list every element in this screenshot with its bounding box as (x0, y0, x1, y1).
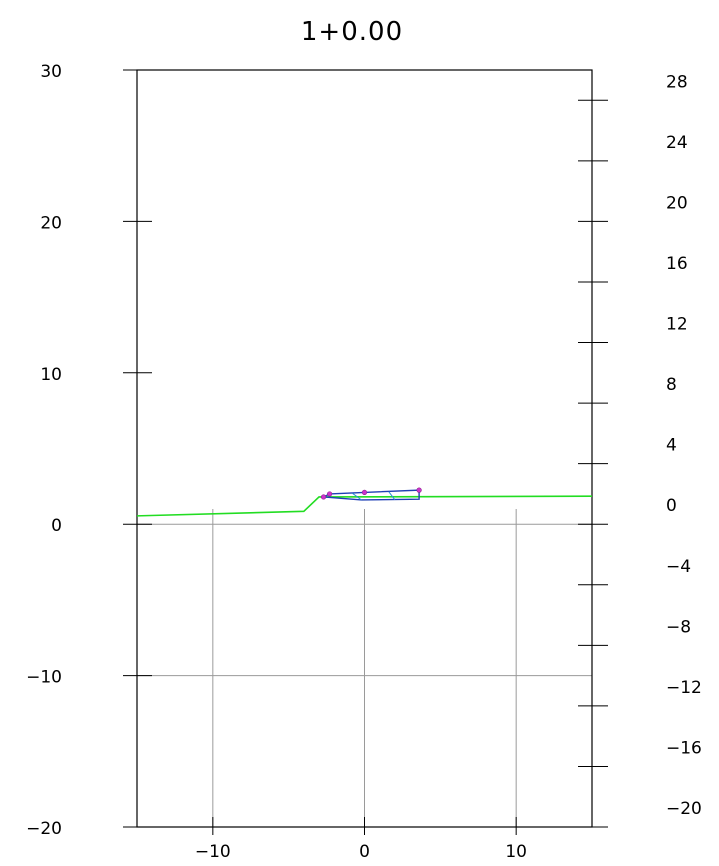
control-points (320, 487, 422, 500)
left-tick-label: 0 (51, 516, 62, 536)
control-point (320, 494, 327, 500)
control-point (327, 491, 333, 497)
right-tick-label: 20 (666, 193, 688, 213)
control-point (361, 489, 368, 496)
right-y-axis: 28 24 20 16 12 8 4 0 −4 −8 −12 −16 −20 (578, 72, 702, 828)
left-tick-label: 10 (40, 365, 62, 385)
design-section-inner-line (352, 492, 362, 501)
design-section-outline (323, 489, 420, 501)
right-tick-label: −16 (666, 738, 702, 758)
left-tick-label: −10 (26, 668, 62, 688)
grid-lines (137, 509, 592, 827)
left-tick-label: 30 (40, 62, 62, 82)
x-tick-label: 10 (505, 842, 527, 862)
right-tick-label: 12 (666, 315, 688, 335)
left-tick-label: −20 (26, 819, 62, 839)
design-section-inner-line (388, 491, 396, 500)
right-tick-label: −4 (666, 557, 691, 577)
right-tick-label: −8 (666, 617, 691, 637)
left-tick-label: 20 (40, 213, 62, 233)
right-tick-label: 28 (666, 72, 688, 92)
right-tick-label: 8 (666, 375, 677, 395)
existing-ground-line (136, 495, 593, 517)
right-tick-label: 24 (666, 133, 688, 153)
section-title: 1+0.00 (301, 17, 403, 47)
right-tick-label: −20 (666, 799, 702, 819)
control-point (416, 487, 422, 493)
right-tick-label: 16 (666, 254, 688, 274)
left-y-axis: 30 20 10 0 −10 −20 (26, 62, 152, 839)
x-tick-label: 0 (359, 842, 370, 862)
right-tick-label: 4 (666, 436, 677, 456)
x-axis: −10 0 10 (195, 817, 527, 862)
right-tick-label: 0 (666, 496, 677, 516)
x-tick-label: −10 (195, 842, 231, 862)
right-tick-label: −12 (666, 678, 702, 698)
